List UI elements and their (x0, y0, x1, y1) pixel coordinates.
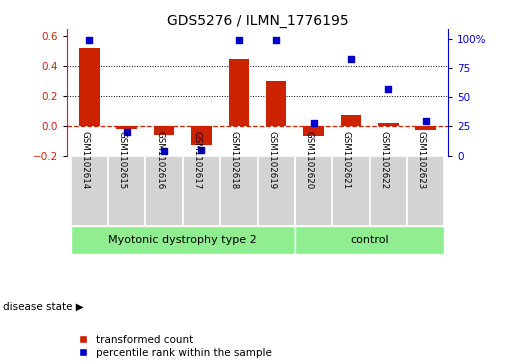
Text: GSM1102620: GSM1102620 (304, 131, 314, 189)
Text: GSM1102614: GSM1102614 (80, 131, 90, 189)
Point (123, 129, 131, 135)
Point (160, 148, 168, 154)
Text: GSM1102618: GSM1102618 (230, 131, 239, 189)
Bar (370, 156, 407, 226)
Bar (266, 81, 286, 126)
Title: GDS5276 / ILMN_1776195: GDS5276 / ILMN_1776195 (167, 14, 348, 28)
Point (384, 86, 392, 92)
Point (310, 120, 318, 126)
Point (421, 118, 430, 123)
Bar (154, 126, 175, 135)
Text: GSM1102616: GSM1102616 (155, 131, 164, 189)
Bar (108, 156, 145, 226)
Bar (79, 48, 99, 126)
Point (235, 37, 243, 43)
Bar (183, 156, 220, 226)
Bar (295, 156, 332, 226)
Bar (258, 156, 295, 226)
Point (85, 37, 94, 43)
Text: GSM1102617: GSM1102617 (193, 131, 201, 189)
Bar (332, 156, 370, 226)
Text: Myotonic dystrophy type 2: Myotonic dystrophy type 2 (108, 235, 257, 245)
Bar (416, 126, 436, 130)
Bar (220, 156, 258, 226)
Bar (295, 226, 444, 254)
Bar (303, 126, 324, 136)
Bar (71, 156, 108, 226)
Bar (340, 115, 361, 126)
Text: GSM1102615: GSM1102615 (118, 131, 127, 189)
Text: GSM1102622: GSM1102622 (379, 131, 388, 189)
Text: GSM1102623: GSM1102623 (417, 131, 425, 189)
Bar (378, 123, 399, 126)
Text: disease state ▶: disease state ▶ (3, 302, 83, 312)
Point (197, 147, 205, 153)
Bar (71, 226, 295, 254)
Legend: transformed count, percentile rank within the sample: transformed count, percentile rank withi… (72, 335, 272, 358)
Bar (116, 126, 137, 129)
Point (272, 37, 280, 43)
Text: GSM1102619: GSM1102619 (267, 131, 276, 189)
Bar (407, 156, 444, 226)
Point (347, 56, 355, 62)
Bar (145, 156, 183, 226)
Text: GSM1102621: GSM1102621 (342, 131, 351, 189)
Text: control: control (350, 235, 389, 245)
Bar (229, 59, 249, 126)
Bar (191, 126, 212, 145)
